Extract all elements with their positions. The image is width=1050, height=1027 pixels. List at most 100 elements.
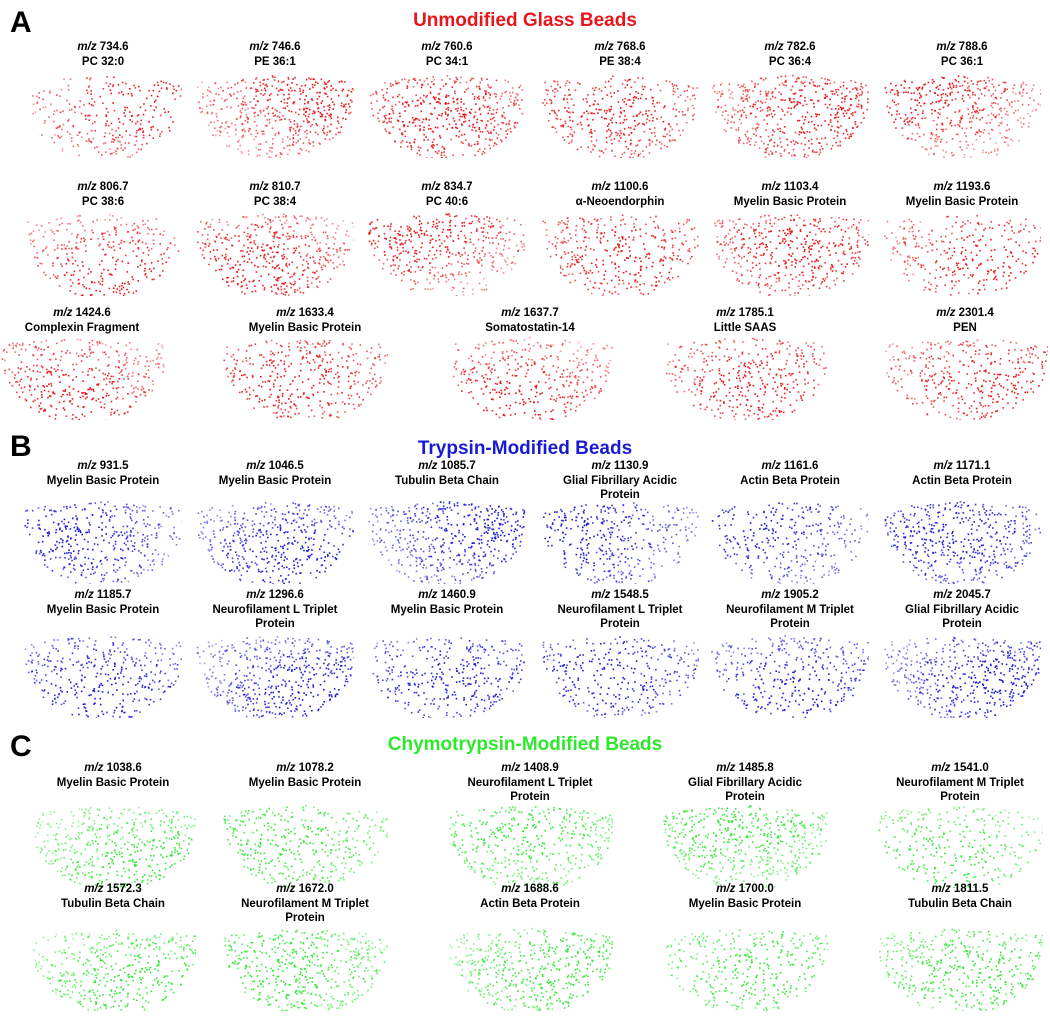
pixel: [115, 234, 117, 236]
pixel: [587, 94, 589, 96]
pixel: [886, 105, 889, 108]
pixel: [144, 267, 146, 270]
pixel: [500, 253, 503, 255]
pixel: [949, 92, 951, 94]
pixel: [482, 227, 485, 229]
pixel: [296, 83, 298, 86]
pixel: [770, 284, 773, 287]
pixel: [376, 218, 379, 221]
pixel: [453, 90, 456, 92]
pixel: [383, 105, 386, 108]
pixel: [514, 121, 517, 124]
pixel: [517, 250, 519, 252]
pixel: [462, 154, 464, 156]
pixel: [271, 290, 273, 293]
pixel: [480, 119, 482, 122]
pixel: [821, 245, 824, 248]
pixel: [238, 240, 240, 242]
pixel: [287, 232, 289, 235]
pixel: [111, 152, 113, 155]
pixel: [1005, 282, 1007, 285]
pixel: [323, 109, 326, 112]
pixel: [813, 123, 816, 126]
pixel: [636, 144, 639, 146]
pixel: [1022, 123, 1025, 125]
pixel: [666, 133, 668, 135]
pixel: [984, 227, 987, 230]
pixel: [430, 112, 432, 115]
pixel: [516, 93, 519, 96]
pixel: [123, 240, 126, 243]
pixel: [255, 136, 257, 138]
pixel: [253, 241, 255, 244]
pixel: [622, 133, 625, 135]
pixel: [222, 278, 224, 281]
pixel: [161, 258, 163, 260]
pixel: [788, 152, 790, 154]
pixel: [378, 235, 380, 237]
pixel: [307, 263, 309, 265]
pixel: [805, 157, 808, 158]
pixel: [758, 222, 760, 225]
pixel: [418, 236, 421, 238]
pixel: [525, 224, 526, 227]
pixel: [316, 91, 318, 94]
pixel: [958, 110, 961, 113]
pixel: [902, 236, 905, 239]
pixel: [820, 124, 823, 127]
pixel: [804, 243, 807, 245]
pixel: [911, 138, 913, 140]
pixel: [780, 99, 782, 101]
pixel: [90, 104, 93, 106]
pixel: [328, 247, 331, 249]
pixel: [324, 257, 327, 260]
pixel: [689, 257, 692, 260]
pixel: [618, 246, 621, 249]
pixel: [958, 280, 960, 282]
pixel: [139, 128, 142, 131]
pixel: [209, 257, 212, 260]
pixel: [842, 218, 845, 221]
pixel: [924, 117, 926, 119]
pixel: [590, 131, 592, 133]
pixel: [838, 224, 840, 227]
pixel: [505, 123, 508, 125]
pixel: [148, 228, 150, 231]
pixel: [652, 97, 654, 99]
pixel: [266, 244, 269, 246]
pixel: [550, 101, 553, 104]
pixel: [610, 95, 613, 98]
pixel: [297, 152, 300, 155]
pixel: [744, 223, 746, 226]
pixel: [826, 276, 829, 278]
pixel: [985, 85, 988, 88]
pixel: [754, 128, 757, 130]
pixel: [746, 98, 748, 101]
pixel: [614, 267, 617, 269]
pixel: [924, 148, 927, 150]
pixel: [921, 88, 923, 90]
pixel: [972, 105, 974, 107]
pixel: [60, 350, 63, 353]
compound-name: PC 38:6: [81, 195, 125, 208]
pixel: [651, 234, 653, 237]
pixel: [501, 114, 503, 117]
pixel: [311, 124, 313, 126]
pixel: [977, 292, 979, 295]
pixel: [779, 152, 782, 155]
pixel: [935, 287, 937, 290]
pixel: [906, 117, 909, 119]
pixel: [272, 112, 274, 115]
pixel: [312, 141, 315, 143]
pixel: [58, 376, 60, 378]
pixel: [623, 151, 626, 154]
pixel: [230, 106, 232, 109]
pixel: [891, 232, 893, 234]
pixel: [758, 225, 760, 227]
pixel: [1019, 230, 1022, 232]
pixel: [429, 242, 431, 244]
pixel: [413, 77, 416, 80]
pixel: [718, 258, 720, 260]
pixel: [283, 213, 285, 216]
pixel: [57, 134, 59, 137]
